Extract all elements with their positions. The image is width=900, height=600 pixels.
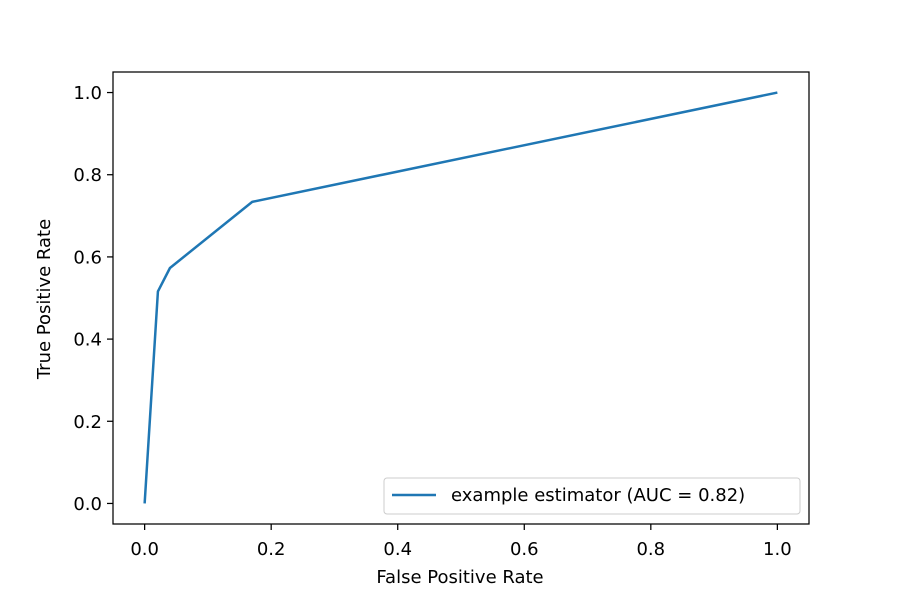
legend-label: example estimator (AUC = 0.82) bbox=[451, 485, 745, 506]
y-tick-label: 0.2 bbox=[73, 412, 102, 433]
y-axis-label: True Positive Rate bbox=[34, 219, 55, 380]
y-tick-label: 1.0 bbox=[73, 83, 102, 104]
legend: example estimator (AUC = 0.82) bbox=[383, 477, 801, 515]
y-tick-label: 0.6 bbox=[73, 247, 102, 268]
x-tick-label: 0.8 bbox=[636, 539, 665, 560]
y-tick-label: 0.8 bbox=[73, 165, 102, 186]
y-tick-label: 0.4 bbox=[73, 330, 102, 351]
y-tick-label: 0.0 bbox=[73, 494, 102, 515]
x-tick-label: 1.0 bbox=[763, 539, 792, 560]
series-line bbox=[143, 91, 778, 504]
x-tick-label: 0.2 bbox=[257, 539, 286, 560]
legend-box bbox=[383, 477, 801, 515]
x-tick-label: 0.6 bbox=[510, 539, 539, 560]
series-layer bbox=[143, 91, 778, 504]
x-axis-label: False Positive Rate bbox=[376, 567, 543, 588]
x-tick-label: 0.4 bbox=[383, 539, 412, 560]
y-axis-ticks: 0.0 0.2 0.4 0.6 0.8 1.0 bbox=[73, 83, 113, 515]
plot-frame bbox=[112, 71, 810, 525]
x-axis-ticks: 0.0 0.2 0.4 0.6 0.8 1.0 bbox=[130, 524, 792, 560]
x-tick-label: 0.0 bbox=[130, 539, 159, 560]
